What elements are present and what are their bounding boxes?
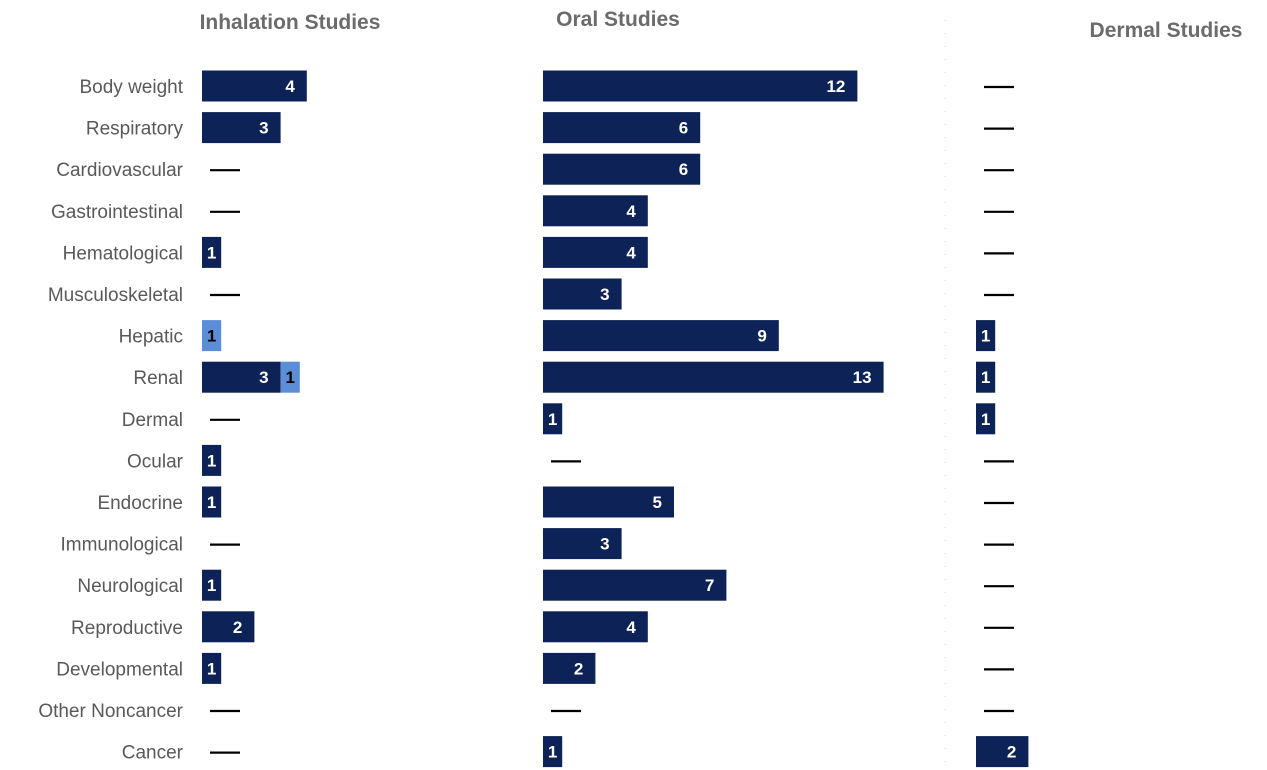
bar-label-dermal-cancer: 2 — [1007, 743, 1016, 762]
bar-label-inhalation-renal-s1: 1 — [285, 368, 294, 387]
bar-oral-neurological — [543, 569, 727, 601]
category-label-neurological: Neurological — [77, 576, 183, 597]
bar-inhalation-endocrine — [202, 486, 222, 518]
bar-label-inhalation-ocular: 1 — [207, 451, 216, 470]
category-label-developmental: Developmental — [56, 659, 183, 680]
category-label-hepatic: Hepatic — [119, 327, 183, 348]
category-label-endocrine: Endocrine — [97, 493, 183, 514]
bar-inhalation-neurological — [202, 569, 222, 601]
bar-dermal-hepatic — [976, 320, 996, 352]
category-label-respiratory: Respiratory — [86, 119, 184, 140]
bar-oral-cancer — [543, 736, 563, 768]
bar-label-dermal-renal: 1 — [981, 368, 990, 387]
bar-label-oral-renal: 13 — [853, 368, 872, 387]
bar-label-oral-hepatic: 9 — [757, 327, 766, 346]
bar-inhalation-renal-s1 — [280, 361, 300, 393]
bar-inhalation-body-weight — [202, 70, 307, 102]
bar-oral-endocrine — [543, 486, 674, 518]
bar-label-oral-musculoskeletal: 3 — [600, 285, 609, 304]
bar-oral-gastrointestinal — [543, 195, 648, 227]
bar-inhalation-respiratory — [202, 112, 281, 144]
bar-label-inhalation-endocrine: 1 — [207, 493, 216, 512]
bar-label-inhalation-reproductive: 2 — [233, 618, 242, 637]
bar-inhalation-developmental — [202, 652, 222, 684]
category-label-body-weight: Body weight — [79, 77, 183, 98]
bar-label-oral-hematological: 4 — [626, 243, 636, 262]
bar-inhalation-reproductive — [202, 611, 255, 643]
bar-label-oral-immunological: 3 — [600, 535, 609, 554]
bar-label-dermal-dermal: 1 — [981, 410, 990, 429]
bar-label-oral-respiratory: 6 — [679, 119, 688, 138]
bar-label-inhalation-developmental: 1 — [207, 659, 216, 678]
bar-dermal-cancer — [976, 736, 1029, 768]
category-label-reproductive: Reproductive — [71, 618, 183, 639]
bar-label-oral-body-weight: 12 — [826, 77, 845, 96]
bar-label-oral-gastrointestinal: 4 — [626, 202, 636, 221]
category-label-cancer: Cancer — [122, 743, 184, 764]
bar-label-dermal-hepatic: 1 — [981, 327, 990, 346]
bar-oral-renal — [543, 361, 884, 393]
bar-label-inhalation-body-weight: 4 — [285, 77, 295, 96]
category-label-dermal: Dermal — [122, 410, 183, 431]
bar-label-oral-neurological: 7 — [705, 576, 714, 595]
bar-oral-immunological — [543, 528, 622, 560]
panel-title-inhalation: Inhalation Studies — [200, 11, 381, 34]
category-label-cardiovascular: Cardiovascular — [56, 160, 183, 181]
panel-title-oral: Oral Studies — [556, 8, 680, 31]
category-label-hematological: Hematological — [63, 243, 183, 264]
bar-inhalation-ocular — [202, 444, 222, 476]
bar-dermal-dermal — [976, 403, 996, 435]
bar-oral-musculoskeletal — [543, 278, 622, 310]
bar-oral-dermal — [543, 403, 563, 435]
bar-inhalation-hepatic-s1 — [202, 320, 222, 352]
bar-oral-body-weight — [543, 70, 858, 102]
category-label-gastrointestinal: Gastrointestinal — [51, 202, 183, 223]
category-label-immunological: Immunological — [61, 535, 184, 556]
category-label-musculoskeletal: Musculoskeletal — [48, 285, 183, 306]
bar-label-oral-developmental: 2 — [574, 659, 583, 678]
bar-label-oral-dermal: 1 — [548, 410, 557, 429]
panel-title-dermal: Dermal Studies — [1090, 19, 1243, 42]
bar-oral-reproductive — [543, 611, 648, 643]
category-label-ocular: Ocular — [127, 451, 184, 472]
bar-oral-hepatic — [543, 320, 779, 352]
bar-oral-developmental — [543, 652, 596, 684]
bar-dermal-renal — [976, 361, 996, 393]
bar-label-oral-endocrine: 5 — [653, 493, 662, 512]
bar-label-inhalation-neurological: 1 — [207, 576, 216, 595]
bar-label-oral-cancer: 1 — [548, 743, 557, 762]
category-label-other-noncancer: Other Noncancer — [38, 701, 183, 722]
bar-oral-respiratory — [543, 112, 701, 144]
bar-label-oral-cardiovascular: 6 — [679, 160, 688, 179]
bar-label-inhalation-hematological: 1 — [207, 243, 216, 262]
bar-label-inhalation-respiratory: 3 — [259, 119, 268, 138]
bar-inhalation-renal — [202, 361, 281, 393]
bar-oral-hematological — [543, 236, 648, 268]
bar-oral-cardiovascular — [543, 153, 701, 185]
bar-label-inhalation-renal: 3 — [259, 368, 268, 387]
bar-inhalation-hematological — [202, 236, 222, 268]
bar-label-oral-reproductive: 4 — [626, 618, 636, 637]
bar-label-inhalation-hepatic-s1: 1 — [207, 327, 216, 346]
category-label-renal: Renal — [133, 368, 183, 389]
